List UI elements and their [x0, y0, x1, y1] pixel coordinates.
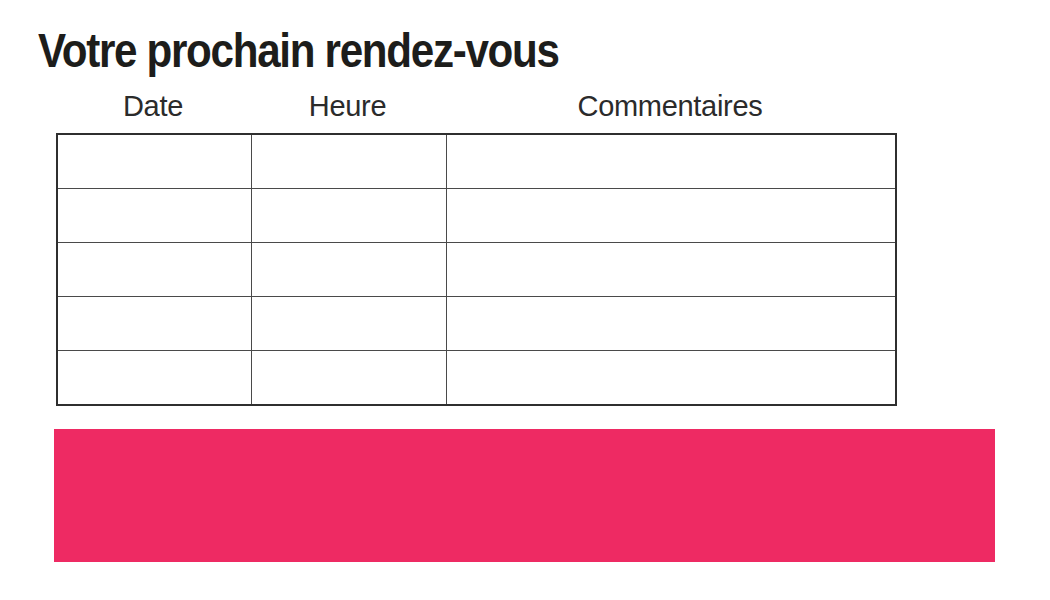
appointments-table-body	[57, 134, 896, 405]
column-header-heure: Heure	[250, 90, 445, 123]
table-row	[57, 188, 896, 242]
table-cell-commentaires	[446, 188, 896, 242]
column-header-commentaires: Commentaires	[445, 90, 895, 123]
table-column-headers: Date Heure Commentaires	[56, 90, 895, 123]
column-header-date: Date	[56, 90, 250, 123]
table-cell-date	[57, 351, 251, 405]
table-cell-commentaires	[446, 134, 896, 188]
page-title: Votre prochain rendez-vous	[38, 24, 559, 78]
table-cell-date	[57, 188, 251, 242]
table-cell-date	[57, 242, 251, 296]
appointments-table	[56, 133, 897, 406]
table-cell-date	[57, 134, 251, 188]
table-cell-heure	[251, 242, 446, 296]
table-cell-commentaires	[446, 297, 896, 351]
table-cell-heure	[251, 134, 446, 188]
table-row	[57, 297, 896, 351]
table-cell-commentaires	[446, 351, 896, 405]
table-cell-date	[57, 297, 251, 351]
pink-banner	[54, 429, 995, 562]
table-cell-heure	[251, 188, 446, 242]
table-cell-heure	[251, 351, 446, 405]
table-row	[57, 242, 896, 296]
table-cell-heure	[251, 297, 446, 351]
table-cell-commentaires	[446, 242, 896, 296]
table-row	[57, 134, 896, 188]
page: Votre prochain rendez-vous Date Heure Co…	[0, 0, 1050, 600]
table-row	[57, 351, 896, 405]
